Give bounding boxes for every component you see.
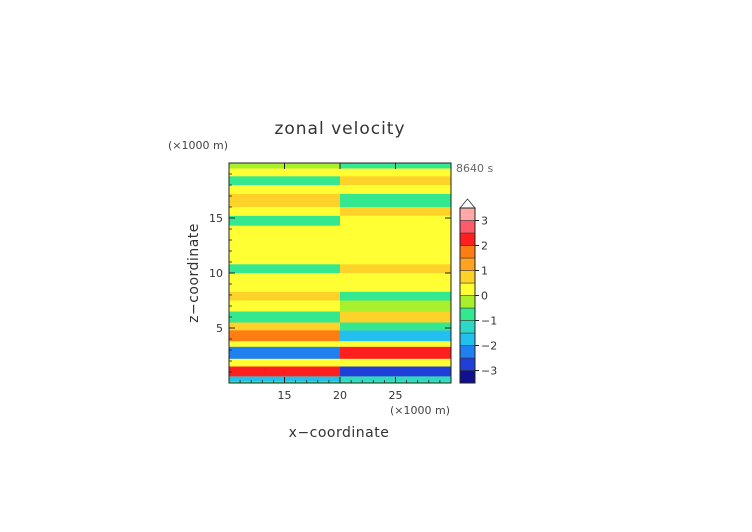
chart-title: zonal velocity <box>274 119 405 139</box>
y-unit-label: (×1000 m) <box>168 139 228 152</box>
x-axis-ticks: 15 20 25 <box>239 163 441 402</box>
x-tick-label: 25 <box>389 389 403 402</box>
field-band-right <box>340 300 451 312</box>
x-axis-label: x−coordinate <box>289 425 390 441</box>
colorbar-swatch <box>459 245 476 259</box>
colorbar-swatch <box>459 270 476 284</box>
field-band-left <box>229 284 340 292</box>
x-unit-label: (×1000 m) <box>390 404 450 417</box>
time-label: 8640 s <box>456 162 493 175</box>
field-band-left <box>229 225 340 235</box>
field-band-right <box>340 291 451 301</box>
colorbar-swatch <box>459 332 476 346</box>
field-band-left <box>229 264 340 273</box>
field-band-left <box>229 207 340 216</box>
field-band-left <box>229 255 340 265</box>
field-band-left <box>229 341 340 347</box>
field-band-right <box>340 193 451 207</box>
field-band-left <box>229 168 340 177</box>
field-band-left <box>229 234 340 246</box>
field-band-right <box>340 176 451 185</box>
colorbar-tick-label: −3 <box>481 365 497 378</box>
field-band-right <box>340 341 451 347</box>
colorbar-swatch <box>459 207 476 221</box>
colorbar-swatch <box>459 295 476 309</box>
field-band-right <box>340 245 451 256</box>
colorbar-swatch <box>459 345 476 359</box>
field-band-right <box>340 185 451 194</box>
colorbar-swatch <box>459 220 476 234</box>
field-band-right <box>340 234 451 246</box>
field-band-right <box>340 225 451 235</box>
field-band-right <box>340 215 451 226</box>
colorbar-tick-label: 3 <box>481 215 488 228</box>
colorbar-tick-label: 0 <box>481 290 488 303</box>
field-band-right <box>340 168 451 177</box>
colorbar-swatch <box>459 357 476 371</box>
colorbar-extend-triangle <box>459 198 476 209</box>
field-band-left <box>229 358 340 367</box>
field-band-left <box>229 346 340 359</box>
colorbar-swatch <box>459 370 476 384</box>
field-band-right <box>340 366 451 377</box>
colorbar-swatch <box>459 257 476 271</box>
colorbar-swatch <box>459 282 476 296</box>
colorbar-tick-label: −2 <box>481 340 497 353</box>
y-tick-label: 5 <box>216 322 223 335</box>
field-band-right <box>340 330 451 342</box>
field-band-right <box>340 284 451 292</box>
field-band-right <box>340 273 451 284</box>
plot-area <box>229 163 451 383</box>
field-band-left <box>229 176 340 185</box>
y-axis-ticks: 5 10 15 <box>209 173 451 373</box>
y-tick-label: 15 <box>209 212 223 225</box>
field-band-right <box>340 322 451 331</box>
field-band-left <box>229 300 340 312</box>
field-band-left <box>229 366 340 377</box>
field-band-left <box>229 185 340 194</box>
colorbar-tick-label: 1 <box>481 265 488 278</box>
field-band-right <box>340 358 451 367</box>
field-band-left <box>229 330 340 342</box>
field-band-left <box>229 273 340 284</box>
field-band-right <box>340 255 451 265</box>
x-tick-label: 20 <box>333 389 347 402</box>
colorbar-swatch <box>459 320 476 334</box>
field-band-left <box>229 245 340 256</box>
colorbar-swatch <box>459 232 476 246</box>
field-band-left <box>229 193 340 207</box>
y-tick-label: 10 <box>209 267 223 280</box>
field-band-left <box>229 311 340 323</box>
colorbar-tick-label: −1 <box>481 315 497 328</box>
field-band-left <box>229 322 340 331</box>
field-band-left <box>229 215 340 226</box>
x-tick-label: 15 <box>278 389 292 402</box>
field-band-right <box>340 311 451 323</box>
field-band-right <box>340 264 451 273</box>
y-axis-label: z−coordinate <box>186 223 202 323</box>
colorbar: −3 −2 −1 0 1 2 3 <box>459 198 497 384</box>
field-band-left <box>229 291 340 301</box>
field-band-right <box>340 207 451 216</box>
field-band-right <box>340 346 451 359</box>
colorbar-tick-label: 2 <box>481 240 488 253</box>
colorbar-swatch <box>459 307 476 321</box>
